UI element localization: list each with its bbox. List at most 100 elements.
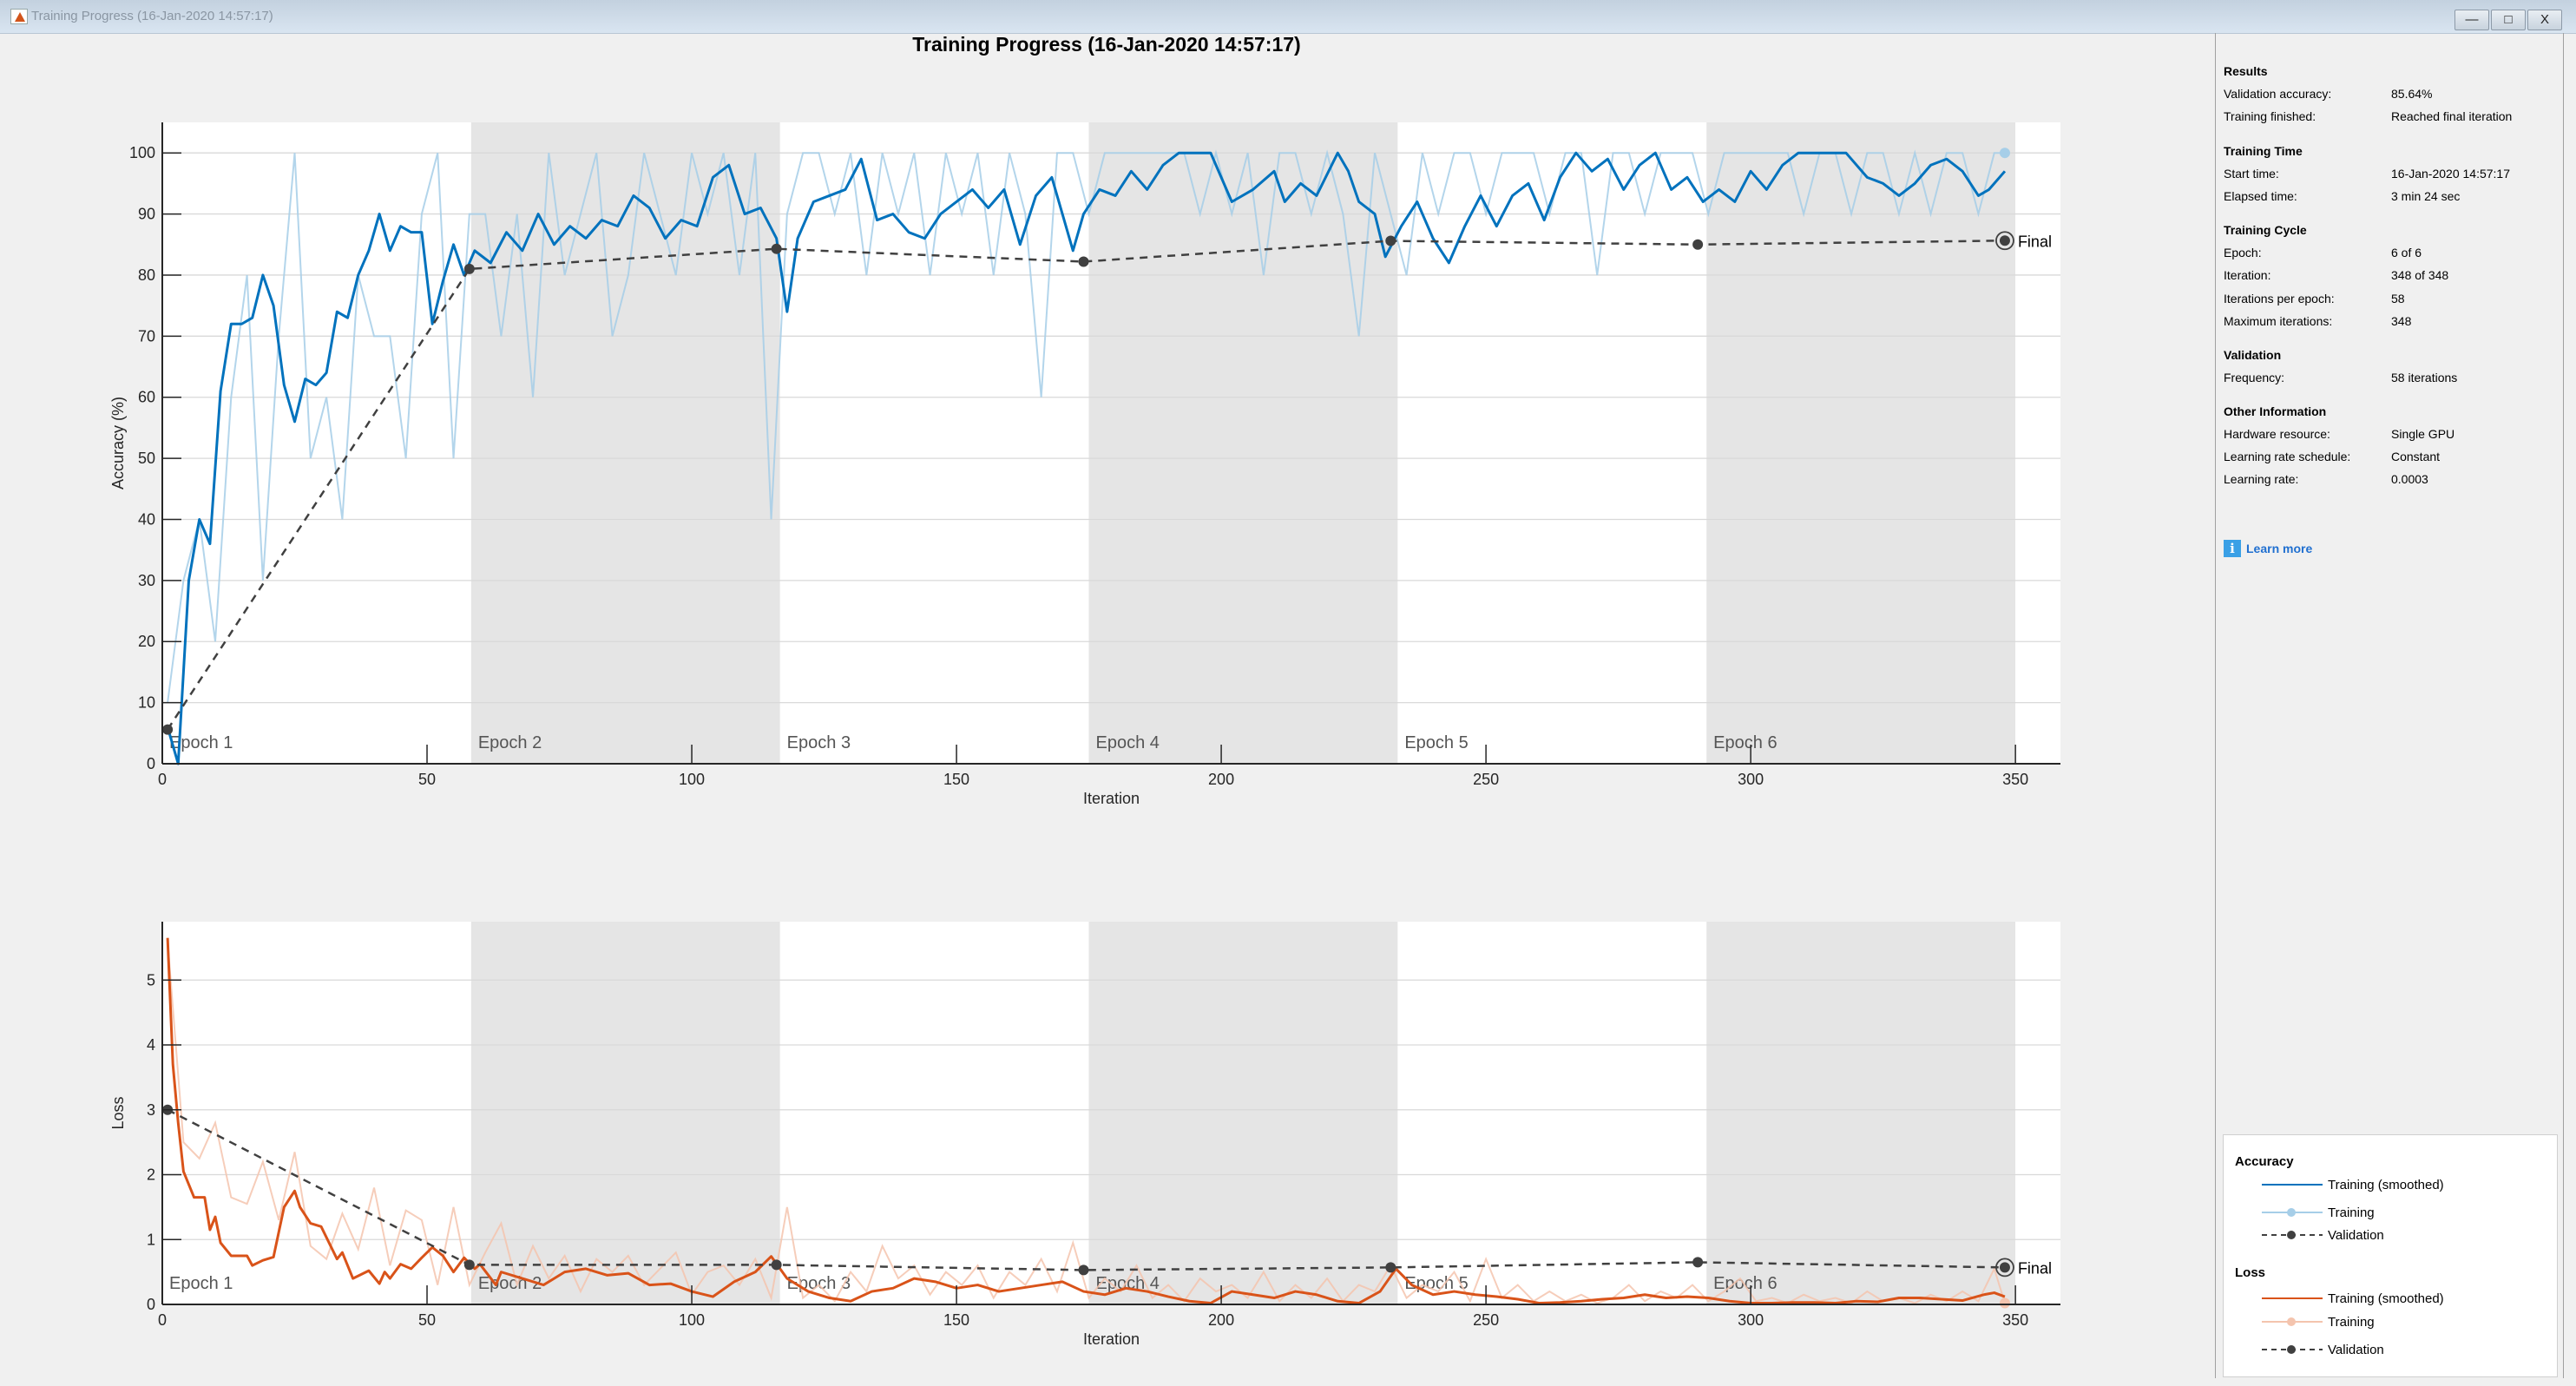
validation-marker	[1078, 1264, 1089, 1276]
training-smoothed-line	[166, 151, 2007, 765]
y-axis-label: Accuracy (%)	[109, 397, 127, 489]
validation-marker	[1078, 256, 1089, 267]
hardware-resource-label: Hardware resource:	[2224, 427, 2330, 441]
training-finished-value: Reached final iteration	[2391, 109, 2513, 123]
epoch-label: Epoch 4	[1096, 733, 1160, 752]
learn-more-label: Learn more	[2246, 542, 2313, 555]
validation-marker	[771, 243, 782, 254]
legend-loss-training: Training	[2262, 1313, 2375, 1330]
x-tick-label: 150	[943, 771, 969, 788]
legend-dashed-marker-icon	[2262, 1231, 2323, 1239]
window-title: Training Progress (16-Jan-2020 14:57:17)	[31, 9, 273, 23]
epoch-band	[1706, 922, 2016, 1304]
learning-rate-schedule-value: Constant	[2391, 450, 2441, 463]
x-tick-label: 350	[2002, 1311, 2028, 1329]
start-time-label: Start time:	[2224, 167, 2279, 181]
legend-line-marker-icon	[2262, 1208, 2323, 1217]
x-tick-label: 100	[679, 1311, 705, 1329]
epoch-band	[1088, 922, 1398, 1304]
x-tick-label: 250	[1473, 771, 1499, 788]
section-results-title: Results	[2224, 64, 2268, 78]
start-time-value: 16-Jan-2020 14:57:17	[2391, 167, 2510, 181]
chart-title: Training Progress (16-Jan-2020 14:57:17)	[912, 33, 1301, 56]
epoch-band	[470, 122, 780, 764]
validation-marker	[1692, 1257, 1704, 1268]
y-tick-label: 20	[138, 633, 155, 650]
learning-rate-value: 0.0003	[2391, 472, 2428, 486]
frequency-label: Frequency:	[2224, 371, 2285, 384]
y-tick-label: 90	[138, 206, 155, 223]
y-tick-label: 4	[147, 1036, 155, 1054]
epoch-value: 6 of 6	[2391, 246, 2422, 259]
section-training-time-title: Training Time	[2224, 144, 2303, 158]
legend-accuracy-validation: Validation	[2262, 1226, 2384, 1244]
y-tick-label: 70	[138, 327, 155, 345]
x-tick-label: 50	[418, 1311, 436, 1329]
x-tick-label: 0	[158, 771, 167, 788]
epoch-band	[1088, 122, 1398, 764]
epoch-label: Epoch 6	[1713, 1274, 1777, 1293]
validation-marker	[1999, 1262, 2010, 1273]
legend-line-icon	[2262, 1297, 2323, 1299]
epoch-label: Epoch 6	[1713, 733, 1777, 752]
legend-loss-title: Loss	[2235, 1265, 2266, 1280]
maximum-iterations-value: 348	[2391, 314, 2412, 328]
y-tick-label: 3	[147, 1101, 155, 1119]
x-tick-label: 250	[1473, 1311, 1499, 1329]
legend-label: Training	[2328, 1205, 2375, 1220]
validation-marker	[162, 724, 174, 735]
validation-marker	[1999, 235, 2010, 246]
x-axis-label: Iteration	[1083, 790, 1140, 807]
y-tick-label: 0	[147, 1296, 155, 1313]
learn-more-link[interactable]: i Learn more	[2224, 540, 2312, 557]
epoch-label: Epoch 5	[1404, 733, 1468, 752]
epoch-label: Epoch 1	[169, 1274, 233, 1293]
x-tick-label: 300	[1738, 771, 1764, 788]
frequency-value: 58 iterations	[2391, 371, 2458, 384]
epoch-band	[1706, 122, 2016, 764]
epoch-label: Epoch 1	[169, 733, 233, 752]
validation-marker	[463, 1259, 475, 1271]
matlab-icon	[10, 9, 28, 24]
close-button[interactable]: X	[2527, 10, 2562, 30]
x-axis-label: Iteration	[1083, 1330, 1140, 1348]
x-tick-label: 300	[1738, 1311, 1764, 1329]
x-tick-label: 200	[1208, 771, 1234, 788]
legend-loss-smoothed: Training (smoothed)	[2262, 1290, 2444, 1307]
validation-marker	[1692, 239, 1704, 250]
y-tick-label: 50	[138, 450, 155, 467]
legend: Accuracy Training (smoothed) Training Va…	[2223, 1134, 2558, 1377]
legend-label: Training (smoothed)	[2328, 1291, 2444, 1306]
maximize-button[interactable]: □	[2491, 10, 2526, 30]
x-tick-label: 350	[2002, 771, 2028, 788]
hardware-resource-value: Single GPU	[2391, 427, 2455, 441]
epoch-label: Epoch 2	[478, 733, 542, 752]
legend-label: Validation	[2328, 1227, 2384, 1243]
iterations-per-epoch-label: Iterations per epoch:	[2224, 292, 2335, 305]
iteration-label: Iteration:	[2224, 268, 2271, 282]
legend-label: Validation	[2328, 1342, 2384, 1357]
validation-marker	[1385, 1262, 1396, 1273]
legend-line-marker-icon	[2262, 1317, 2323, 1326]
y-tick-label: 10	[138, 694, 155, 712]
legend-accuracy-training: Training	[2262, 1204, 2375, 1221]
elapsed-time-value: 3 min 24 sec	[2391, 189, 2461, 203]
training-final-marker	[1999, 148, 2010, 159]
y-tick-label: 2	[147, 1166, 155, 1184]
legend-accuracy-title: Accuracy	[2235, 1154, 2294, 1169]
validation-accuracy-label: Validation accuracy:	[2224, 87, 2332, 101]
accuracy-axes: Epoch 1 Epoch 2 Epoch 3 Epoch 4 Epoch 5 Epoch…	[109, 122, 2060, 807]
training-finished-label: Training finished:	[2224, 109, 2316, 123]
y-tick-label: 100	[129, 144, 155, 161]
validation-marker	[1385, 235, 1396, 246]
minimize-button[interactable]: —	[2454, 10, 2489, 30]
loss-axes: Epoch 1 Epoch 2 Epoch 3 Epoch 4 Epoch 5 Epoch…	[109, 922, 2060, 1348]
maximum-iterations-label: Maximum iterations:	[2224, 314, 2333, 328]
iteration-value: 348 of 348	[2391, 268, 2449, 282]
validation-marker	[463, 263, 475, 274]
training-final-marker	[1999, 1297, 2010, 1309]
final-label: Final	[2018, 1259, 2052, 1277]
section-validation-title: Validation	[2224, 348, 2282, 362]
final-marker-ring	[1995, 1258, 2014, 1278]
legend-loss-validation: Validation	[2262, 1341, 2384, 1358]
